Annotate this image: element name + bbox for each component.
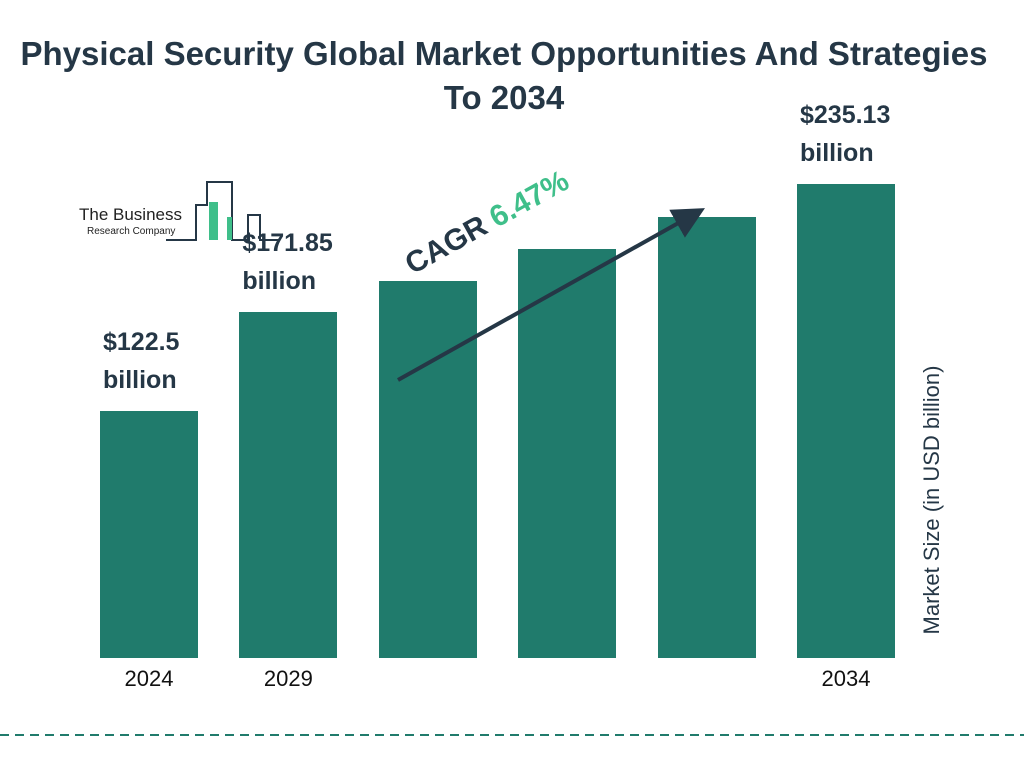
x-tick-label: 2024 bbox=[124, 666, 174, 691]
bar bbox=[518, 248, 617, 658]
logo-subtext: Research Company bbox=[87, 226, 176, 237]
bar bbox=[378, 281, 477, 658]
chart-title: Physical Security Global Market Opportun… bbox=[20, 35, 988, 116]
x-tick-label: 2034 bbox=[821, 666, 871, 691]
x-tick-label: 2029 bbox=[263, 666, 313, 691]
bar bbox=[100, 411, 198, 658]
bar bbox=[657, 216, 756, 658]
bar bbox=[797, 184, 895, 658]
bar bbox=[239, 311, 338, 658]
y-axis-label: Market Size (in USD billion) bbox=[919, 365, 944, 635]
value-label: $122.5 billion bbox=[103, 328, 180, 395]
logo-icon bbox=[166, 181, 280, 241]
value-label: $235.13 billion bbox=[800, 101, 891, 167]
value-label: $171.85 billion bbox=[242, 228, 333, 295]
logo-text: The Business bbox=[79, 205, 182, 224]
